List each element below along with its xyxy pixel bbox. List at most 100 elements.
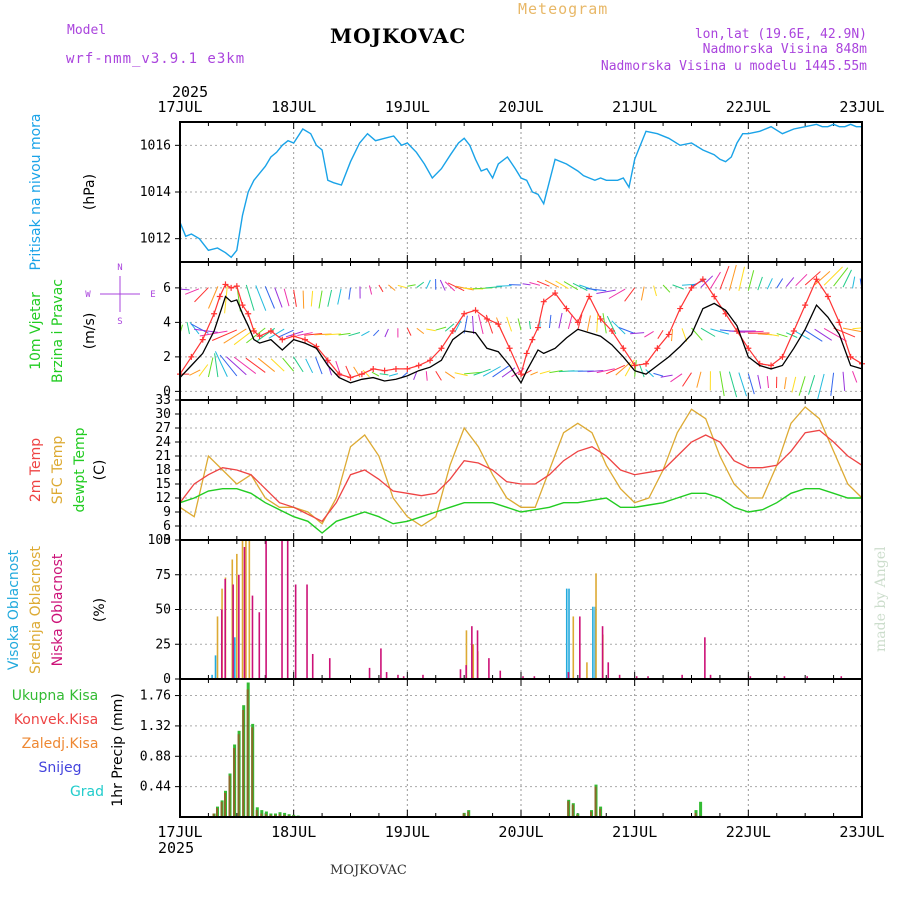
wind-arrow [368,285,373,295]
gust-marker [563,305,570,312]
wind-arrow [214,353,219,378]
wind-arrow [719,371,725,397]
wind-arrow [558,312,563,329]
wind-arrow [444,323,455,332]
y-tick-label: 6 [163,281,171,296]
wind-arrow [791,376,797,393]
wind-arrow [606,364,626,375]
y-tick-label: 12 [155,491,171,506]
wind-arrow [444,371,456,379]
wind-arrow [738,330,764,333]
convective-precip-bar [283,814,286,817]
wind-arrow [361,330,370,337]
gust-marker [256,333,263,340]
top-day-label: 21JUL [612,98,657,116]
wind-arrow [842,269,852,288]
convective-precip-bar [594,786,597,817]
wind-arrow [767,333,780,337]
precip-legend-label: Grad [70,784,104,800]
gust-marker [745,345,752,352]
mid-cloud-axis-title: Srednja Oblacnost [28,546,44,674]
wind-arrow [747,270,755,291]
gust-marker [199,336,206,343]
wind-arrow [700,327,716,337]
bottom-year-label: 2025 [158,839,194,857]
gust-marker [608,328,615,334]
wind-arrow [186,322,190,335]
wind-arrow [388,284,396,291]
wind-arrow [823,266,843,286]
model-label: Model [67,23,106,38]
top-day-label: 23JUL [839,98,884,116]
wind-arrow [219,354,238,377]
top-day-label: 20JUL [498,98,543,116]
gust-marker [586,293,593,300]
wind-arrow [379,373,389,376]
wind-arrow [207,357,214,378]
cloud-unit-label: (%) [92,598,108,622]
wind-arrow [776,333,788,338]
wind-axis-title-2: Brzina i Pravac [50,279,66,383]
gust-marker [438,345,445,352]
wind-arrow [245,357,266,373]
wind-arrow [563,281,579,291]
y-tick-label: 24 [155,435,171,450]
wind-arrow [425,371,428,381]
y-tick-label: 50 [155,603,171,618]
convective-precip-bar [269,814,272,817]
bottom-day-label: 20JUL [498,823,543,841]
wind-arrow [624,287,636,302]
wind-arrow [529,282,541,286]
wind-arrow [522,283,531,286]
wind-arrow [464,371,483,375]
gust-marker [358,371,365,378]
wind-arrow [587,370,604,373]
sfctemp-axis-title: SFC Temp [50,436,66,505]
wind-arrow [710,328,730,335]
wind-arrow [852,276,856,289]
compass-s: S [117,317,122,327]
pressure-axis-title: Pritisak na nivou mora [28,113,44,270]
wind-arrow [348,331,361,337]
wind-arrow [305,358,314,374]
wind-arrow [660,374,673,378]
wind-arrow [482,366,501,377]
y-tick-label: 4 [163,315,171,330]
precip-legend-label: Zaledj.Kisa [22,736,99,752]
y-tick-label: 1.76 [140,689,171,704]
wind-arrow [327,289,333,307]
gust-marker [381,367,388,374]
temp2m-line [179,429,863,523]
wind-arrow [662,284,671,293]
wind-arrow [615,361,631,376]
wind-arrow [435,326,447,331]
y-tick-label: 100 [148,533,171,548]
compass-e: E [150,290,155,300]
convective-precip-bar [567,801,570,817]
dewpt-axis-title: dewpt Temp [72,427,88,512]
wind-arrow [653,285,657,297]
top-day-label: 19JUL [385,98,430,116]
wind-arrow [406,327,412,336]
wind-unit-label: (m/s) [82,313,98,350]
gust-marker [552,290,559,297]
wind-arrow [233,356,257,374]
gust-marker [631,362,638,369]
gust-marker [392,365,399,372]
convective-precip-bar [599,808,602,817]
y-tick-label: 15 [155,477,171,492]
convective-precip-bar [242,710,245,817]
y-tick-label: 1.32 [140,719,171,734]
model-elevation-label: Nadmorska Visina u modelu 1445.55m [601,59,867,74]
bottom-day-labels: 17JUL 18JUL 19JUL 20JUL 21JUL 22JUL 23JUL [157,823,884,841]
gust-marker [336,371,343,378]
wind-arrow [567,314,573,330]
wind-arrow [833,327,856,338]
wind-arrow [435,370,442,381]
wind-arrow [823,327,847,342]
wind-arrow [338,332,351,336]
gust-marker [790,328,797,334]
wind-arrow [416,281,425,288]
gust-marker [836,319,843,326]
wind-arrow [388,373,398,377]
